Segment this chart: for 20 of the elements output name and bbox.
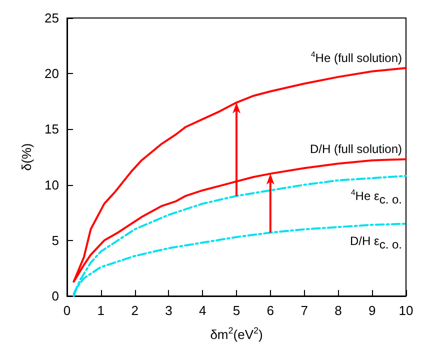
y-tick-label: 15 — [44, 122, 59, 137]
x-tick-label: 5 — [232, 303, 240, 318]
x-tick-label: 1 — [97, 303, 105, 318]
x-tick-label: 3 — [165, 303, 172, 318]
series-label: D/H (full solution) — [310, 142, 402, 156]
y-axis-title: δ(%) — [19, 143, 34, 171]
y-tick-label: 0 — [52, 288, 59, 304]
x-tick-label: 4 — [198, 303, 206, 318]
y-tick-label: 20 — [44, 66, 59, 82]
x-tick-label: 7 — [300, 303, 308, 318]
x-tick-label: 10 — [398, 303, 414, 318]
y-tick-label: 5 — [52, 232, 59, 248]
y-tick-label: 25 — [44, 10, 59, 26]
x-tick-label: 0 — [63, 303, 71, 318]
y-tick-label: 10 — [44, 177, 59, 192]
x-tick-label: 8 — [334, 303, 342, 318]
series-label: $^{4}$He (full solution) — [310, 49, 402, 66]
x-tick-label: 2 — [131, 303, 138, 318]
x-tick-label: 9 — [368, 303, 376, 318]
x-tick-label: 6 — [266, 303, 274, 318]
